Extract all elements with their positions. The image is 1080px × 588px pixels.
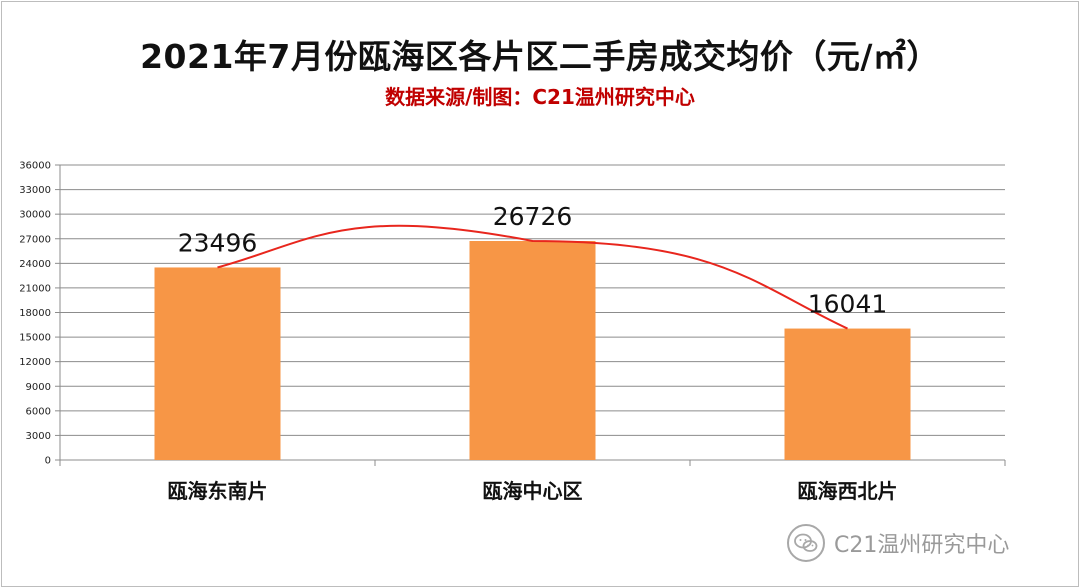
wechat-icon (787, 524, 825, 562)
bar (784, 328, 911, 460)
x-category-label: 瓯海中心区 (483, 479, 583, 503)
y-tick-label: 0 (45, 456, 51, 467)
y-tick-label: 36000 (19, 161, 51, 172)
chart-subtitle: 数据来源/制图：C21温州研究中心 (385, 85, 695, 109)
trend-line (217, 224, 848, 330)
y-tick-label: 27000 (19, 234, 51, 245)
data-label: 16041 (808, 290, 888, 319)
watermark-text: C21温州研究中心 (834, 533, 1010, 558)
y-tick-label: 24000 (19, 259, 51, 270)
bar (154, 267, 281, 460)
y-tick-label: 9000 (26, 382, 51, 393)
y-tick-label: 6000 (26, 406, 51, 417)
y-tick-label: 18000 (19, 308, 51, 319)
x-category-label: 瓯海东南片 (168, 479, 268, 503)
y-tick-label: 3000 (26, 431, 51, 442)
y-tick-label: 12000 (19, 357, 51, 368)
y-tick-label: 33000 (19, 185, 51, 196)
y-tick-label: 30000 (19, 210, 51, 221)
x-category-label: 瓯海西北片 (798, 479, 898, 503)
y-tick-label: 21000 (19, 283, 51, 294)
chart-title: 2021年7月份瓯海区各片区二手房成交均价（元/㎡） (140, 37, 940, 76)
data-label: 23496 (178, 228, 258, 257)
data-label: 26726 (493, 202, 573, 231)
watermark: C21温州研究中心 (786, 523, 1009, 563)
bar (469, 240, 596, 460)
y-tick-label: 15000 (19, 333, 51, 344)
